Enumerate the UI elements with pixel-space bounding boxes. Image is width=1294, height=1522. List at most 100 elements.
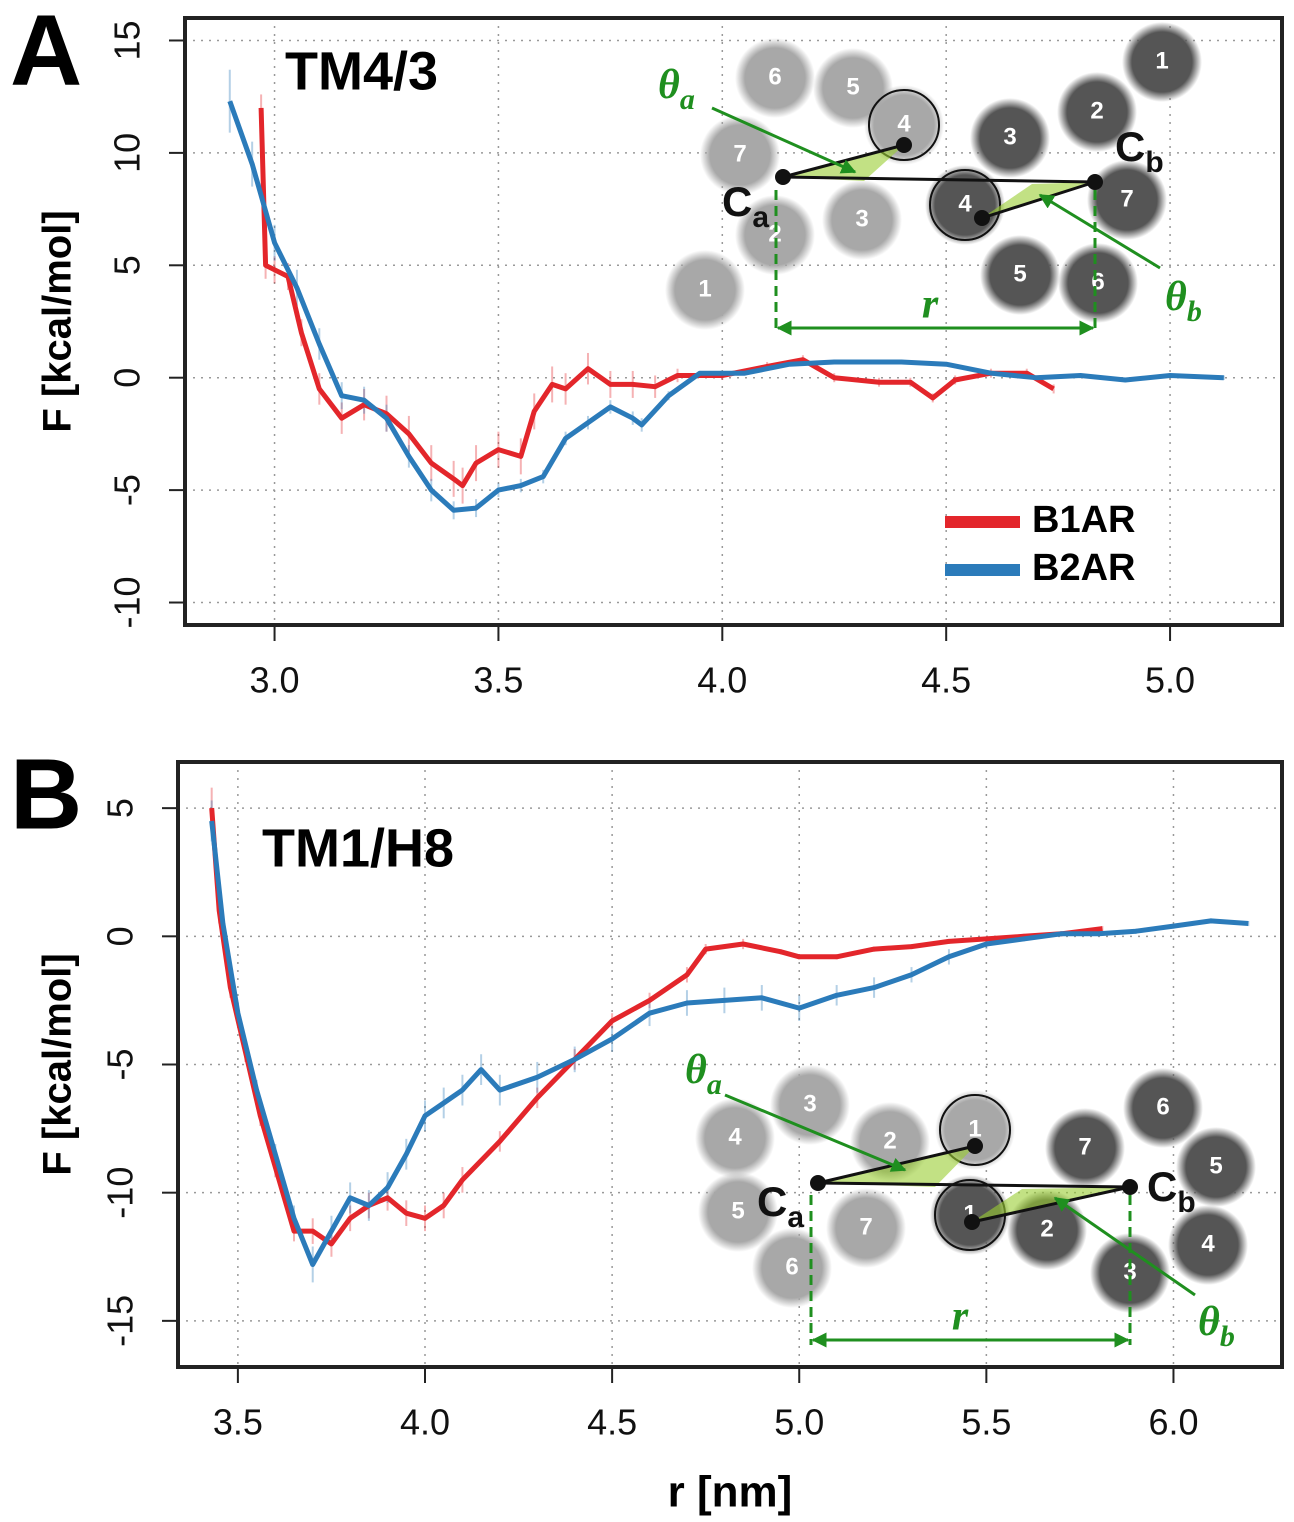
helix-label: 2 — [883, 1127, 896, 1154]
angle-arrow — [1053, 1196, 1196, 1297]
inset-label: Ca — [722, 178, 769, 234]
x-tick-label: 3.5 — [473, 660, 523, 701]
helix-label: 4 — [1201, 1230, 1215, 1257]
point — [967, 1138, 983, 1154]
helix-label: 4 — [958, 190, 972, 217]
helix-label: 5 — [731, 1197, 744, 1224]
panel-label: A — [10, 0, 82, 106]
helix-label: 4 — [897, 110, 911, 137]
y-tick-label: 15 — [107, 20, 148, 60]
distance-label: r — [952, 1294, 969, 1340]
series-group — [227, 69, 1225, 520]
helix — [1058, 243, 1138, 323]
inset-label: Cb — [1115, 123, 1164, 179]
label-sub: a — [707, 1068, 722, 1101]
helix-label: 7 — [733, 140, 746, 167]
helix-label: 5 — [846, 73, 859, 100]
helix — [665, 250, 745, 330]
vector — [817, 1181, 1131, 1189]
line — [258, 107, 1055, 489]
helix-label: 3 — [855, 205, 868, 232]
inset-label: θb — [1198, 1299, 1235, 1353]
point — [810, 1175, 826, 1191]
label-sub: a — [787, 1201, 804, 1234]
y-tick-label: 5 — [107, 255, 148, 275]
legend-label: B1AR — [1032, 499, 1135, 541]
chart-title: TM4/3 — [285, 41, 438, 101]
x-tick-label: 5.0 — [1145, 660, 1195, 701]
helix-label: 1 — [1155, 47, 1168, 74]
label-main: C — [757, 1178, 787, 1225]
helix — [695, 1098, 775, 1178]
helix-label: 2 — [1040, 1215, 1053, 1242]
line — [209, 807, 1103, 1247]
panel-label: B — [10, 738, 82, 850]
angle-arrow — [724, 1093, 907, 1172]
label-sub: b — [1177, 1186, 1195, 1219]
helix — [864, 85, 944, 165]
plot-frame — [183, 16, 1284, 627]
label-main: θ — [685, 1047, 707, 1093]
inset-label: θb — [1165, 274, 1202, 328]
label-main: θ — [1165, 274, 1187, 320]
helix-label: 3 — [1123, 1258, 1136, 1285]
y-tick-label: 10 — [107, 133, 148, 173]
helix — [1123, 1068, 1203, 1148]
helix — [698, 1172, 778, 1252]
helix — [1087, 160, 1167, 240]
helix — [1045, 1108, 1125, 1188]
helix-label: 5 — [1013, 260, 1026, 287]
y-tick-label: -5 — [100, 1048, 141, 1080]
x-tick-label: 5.5 — [961, 1402, 1011, 1443]
angle-arrow — [1038, 193, 1161, 270]
helix-outline — [939, 1094, 1011, 1166]
label-sub: b — [1145, 146, 1163, 179]
y-tick-label: -15 — [100, 1295, 141, 1347]
y-tick-label: 5 — [100, 798, 141, 818]
helix — [1057, 72, 1137, 152]
y-axis-label: F [kcal/mol] — [36, 210, 80, 432]
helix-label: 6 — [768, 63, 781, 90]
angle-arrow — [711, 106, 857, 174]
vector — [971, 1185, 1131, 1224]
helix-label: 3 — [803, 1090, 816, 1117]
y-axis-label: F [kcal/mol] — [36, 953, 80, 1175]
helix — [1090, 1233, 1170, 1313]
y-tick-label: -10 — [107, 577, 148, 629]
helix-label: 7 — [1078, 1133, 1091, 1160]
helix-label: 6 — [1156, 1093, 1169, 1120]
y-tick-label: -10 — [100, 1167, 141, 1219]
helix — [1122, 22, 1202, 102]
helix-label: 7 — [859, 1213, 872, 1240]
label-main: θ — [1198, 1299, 1220, 1345]
helix-label: 7 — [1120, 185, 1133, 212]
helix-label: 6 — [785, 1253, 798, 1280]
inset-label: θa — [685, 1047, 722, 1101]
point — [974, 210, 990, 226]
helix-label: 1 — [968, 1115, 981, 1142]
label-main: C — [1115, 123, 1145, 170]
helix — [770, 1065, 850, 1145]
y-tick-label: -5 — [107, 474, 148, 506]
helix — [822, 180, 902, 260]
label-main: θ — [658, 62, 680, 108]
vector — [981, 180, 1096, 220]
helix-label: 2 — [1090, 97, 1103, 124]
x-tick-label: 4.5 — [921, 660, 971, 701]
helix — [1176, 1127, 1256, 1207]
helix — [735, 38, 815, 118]
helix-label: 4 — [728, 1123, 742, 1150]
legend-label: B2AR — [1032, 547, 1135, 589]
label-sub: a — [680, 83, 695, 116]
inset-label: Ca — [757, 1178, 804, 1234]
helix-label: 3 — [1003, 123, 1016, 150]
label-main: C — [1147, 1163, 1177, 1210]
label-sub: b — [1220, 1320, 1235, 1353]
helix — [700, 115, 780, 195]
chart-title: TM1/H8 — [262, 818, 454, 878]
line — [227, 100, 1224, 513]
distance-label: r — [922, 282, 939, 328]
plot-frame — [176, 760, 1284, 1369]
vector — [782, 175, 1096, 184]
